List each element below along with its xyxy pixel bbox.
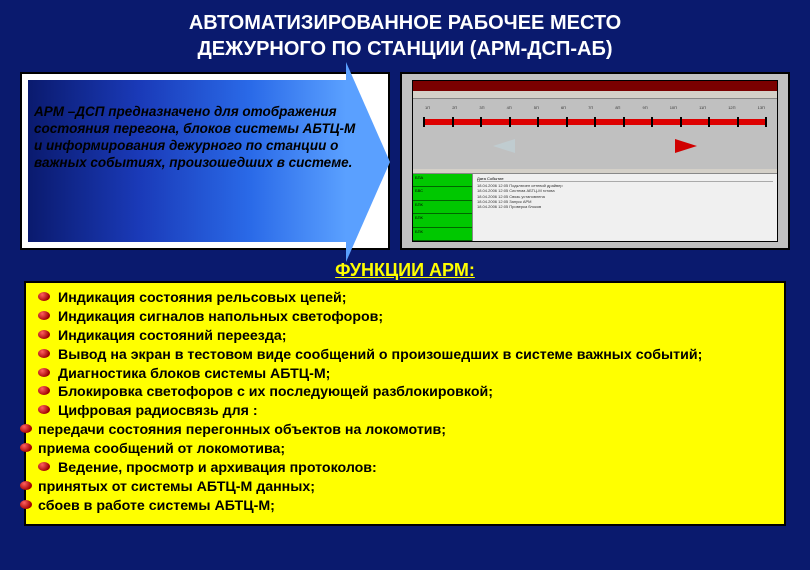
- bullet-icon: [20, 500, 32, 509]
- app-toolbar: [413, 91, 777, 99]
- title-line-1: АВТОМАТИЗИРОВАННОЕ РАБОЧЕЕ МЕСТО: [20, 10, 790, 36]
- function-text: передачи состояния перегонных объектов н…: [38, 422, 446, 438]
- app-titlebar: [413, 81, 777, 91]
- status-cell: БПК: [413, 201, 472, 214]
- status-cell: БПА: [413, 174, 472, 187]
- function-item: Индикация состояния рельсовых цепей;: [38, 289, 772, 308]
- status-cell: БВС: [413, 187, 472, 200]
- bullet-icon: [38, 386, 50, 395]
- track-label: 7П: [588, 105, 593, 110]
- function-text: Ведение, просмотр и архивация протоколов…: [58, 460, 377, 476]
- direction-arrows: [413, 139, 777, 153]
- track-label: 1П: [425, 105, 430, 110]
- function-item: Индикация сигналов напольных светофоров;: [38, 308, 772, 327]
- function-item: передачи состояния перегонных объектов н…: [38, 421, 772, 440]
- functions-list: Индикация состояния рельсовых цепей; Инди…: [38, 289, 772, 516]
- track-label: 3П: [479, 105, 484, 110]
- track-label: 4П: [507, 105, 512, 110]
- function-item: Ведение, просмотр и архивация протоколов…: [38, 459, 772, 478]
- function-text: Индикация состояний переезда;: [58, 328, 286, 344]
- bullet-icon: [38, 462, 50, 471]
- function-text: Диагностика блоков системы АБТЦ-М;: [58, 366, 330, 382]
- functions-heading: ФУНКЦИИ АРМ:: [0, 260, 810, 281]
- bullet-icon: [38, 405, 50, 414]
- track-label: 13П: [758, 105, 765, 110]
- bullet-icon: [20, 443, 32, 452]
- track-label: 8П: [615, 105, 620, 110]
- bullet-icon: [20, 424, 32, 433]
- function-item: принятых от системы АБТЦ-М данных;: [38, 478, 772, 497]
- track-label: 2П: [452, 105, 457, 110]
- slide-title: АВТОМАТИЗИРОВАННОЕ РАБОЧЕЕ МЕСТО ДЕЖУРНО…: [0, 0, 810, 68]
- function-item: сбоев в работе системы АБТЦ-М;: [38, 497, 772, 516]
- track-label: 9П: [643, 105, 648, 110]
- description-panel: АРМ –ДСП предназначено для отображения с…: [20, 72, 390, 250]
- track-diagram: 1П 2П 3П 4П 5П 6П 7П 8П 9П 10П 11П 12П 13П: [413, 99, 777, 169]
- bullet-icon: [20, 481, 32, 490]
- event-log: Дата Событие 18.04.2006 12:05 Подключен …: [473, 174, 777, 241]
- status-column: БПАБВСБПКБПКБПК: [413, 174, 473, 241]
- function-text: приема сообщений от локомотива;: [38, 441, 285, 457]
- function-item: Диагностика блоков системы АБТЦ-М;: [38, 365, 772, 384]
- function-text: Индикация сигналов напольных светофоров;: [58, 309, 383, 325]
- track-label: 12П: [728, 105, 735, 110]
- function-text: Вывод на экран в тестовом виде сообщений…: [58, 347, 702, 363]
- title-line-2: ДЕЖУРНОГО ПО СТАНЦИИ (АРМ-ДСП-АБ): [20, 36, 790, 62]
- track-label: 5П: [534, 105, 539, 110]
- function-item: Блокировка светофоров с их последующей р…: [38, 383, 772, 402]
- function-item: приема сообщений от локомотива;: [38, 440, 772, 459]
- log-row: 18.04.2006 12:05 Проверка блоков: [477, 204, 773, 209]
- bullet-icon: [38, 311, 50, 320]
- upper-row: АРМ –ДСП предназначено для отображения с…: [0, 68, 810, 258]
- function-item: Индикация состояний переезда;: [38, 327, 772, 346]
- screenshot-panel: 1П2П3П4П5П6П7П8П9П10П11П12П13П БПАБВСБПК…: [400, 72, 790, 250]
- arrow-left-icon: [493, 139, 515, 153]
- function-text: Цифровая радиосвязь для :: [58, 403, 258, 419]
- bullet-icon: [38, 330, 50, 339]
- track-label: 6П: [561, 105, 566, 110]
- status-cell: БПК: [413, 228, 472, 241]
- status-cell: БПК: [413, 214, 472, 227]
- track-label: 11П: [699, 105, 706, 110]
- function-text: Блокировка светофоров с их последующей р…: [58, 384, 493, 400]
- log-header: Дата Событие: [477, 176, 773, 182]
- function-text: принятых от системы АБТЦ-М данных;: [38, 479, 315, 495]
- app-window: 1П2П3П4П5П6П7П8П9П10П11П12П13П БПАБВСБПК…: [412, 80, 778, 242]
- function-text: Индикация состояния рельсовых цепей;: [58, 290, 346, 306]
- bullet-icon: [38, 368, 50, 377]
- functions-box: Индикация состояния рельсовых цепей; Инди…: [24, 281, 786, 526]
- bullet-icon: [38, 349, 50, 358]
- log-panel: БПАБВСБПКБПКБПК Дата Событие 18.04.2006 …: [413, 173, 777, 241]
- bullet-icon: [38, 292, 50, 301]
- arrow-right-icon: [675, 139, 697, 153]
- function-text: сбоев в работе системы АБТЦ-М;: [38, 498, 275, 514]
- track-label: 10П: [670, 105, 677, 110]
- description-text: АРМ –ДСП предназначено для отображения с…: [34, 104, 356, 172]
- function-item: Вывод на экран в тестовом виде сообщений…: [38, 346, 772, 365]
- function-item: Цифровая радиосвязь для :: [38, 402, 772, 421]
